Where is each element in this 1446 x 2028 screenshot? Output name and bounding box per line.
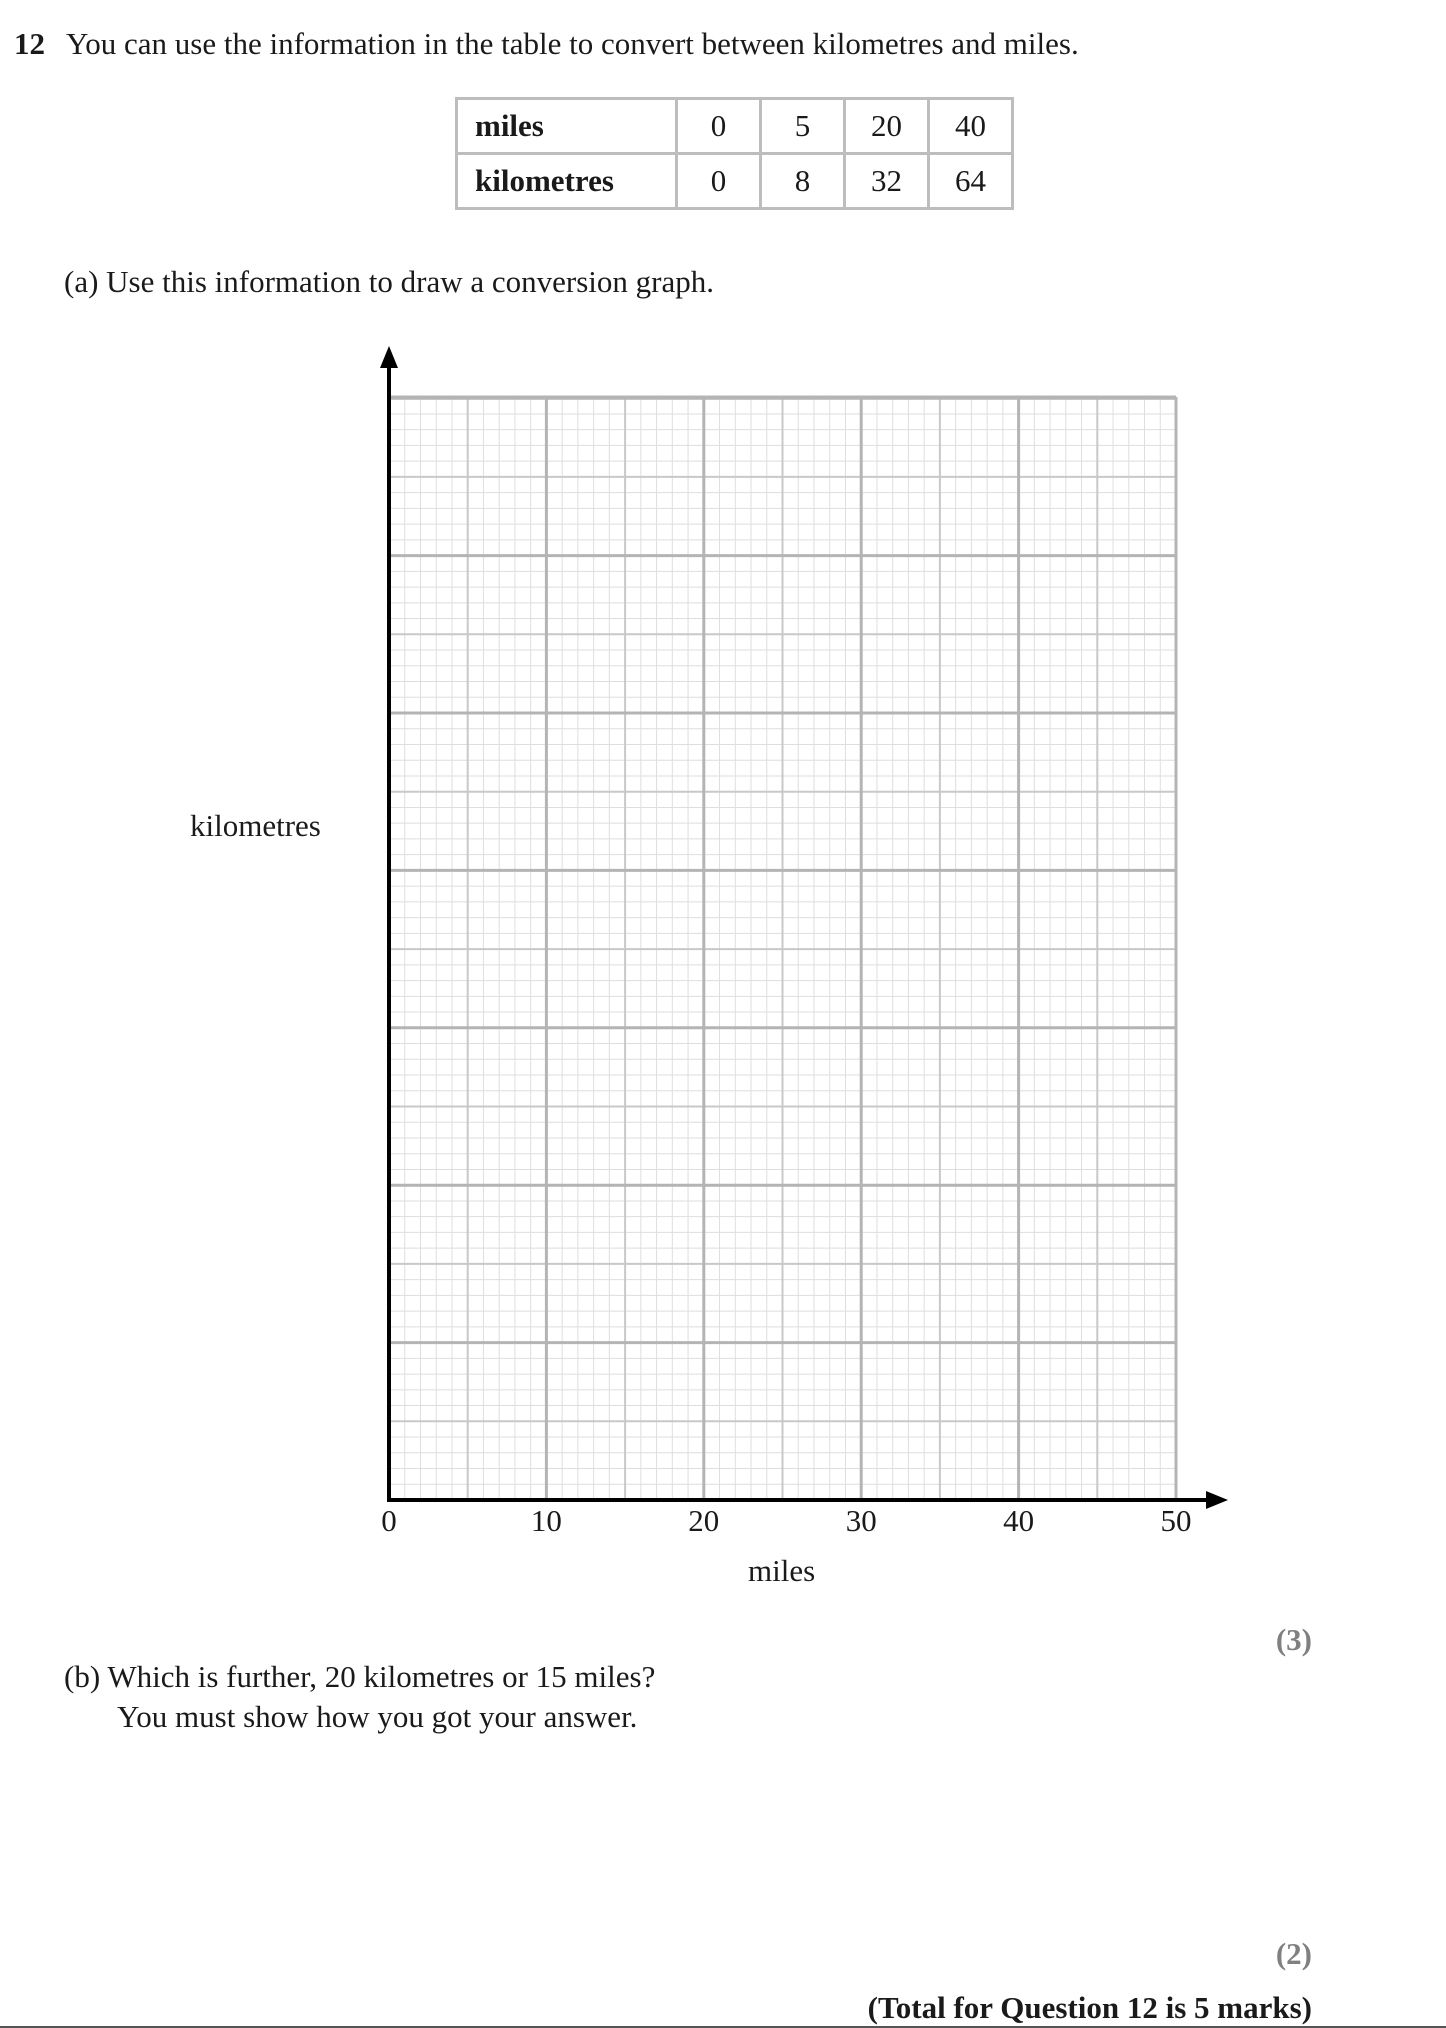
table-cell: 64	[927, 152, 1014, 210]
part-a-marks: (3)	[1275, 1622, 1312, 1657]
table-cell: 0	[675, 97, 762, 155]
table-cell: 32	[843, 152, 930, 210]
table-row-header: kilometres	[455, 152, 678, 210]
conversion-table: miles 0 5 20 40 kilometres 0 8 32 64	[455, 97, 1014, 210]
bottom-rule	[0, 2026, 1446, 2028]
y-axis-label: kilometres	[190, 808, 321, 843]
grid-mid	[389, 397, 1176, 1500]
x-tick-label: 0	[381, 1503, 397, 1538]
table-row: kilometres 0 8 32 64	[455, 152, 1014, 210]
part-a-instruction: (a) Use this information to draw a conve…	[64, 264, 714, 299]
axes	[380, 346, 1228, 1509]
table-cell: 20	[843, 97, 930, 155]
table-cell: 0	[675, 152, 762, 210]
x-tick-label: 50	[1160, 1503, 1192, 1538]
y-axis-arrow-icon	[380, 346, 398, 368]
part-b-marks: (2)	[1275, 1936, 1312, 1971]
x-axis-arrow-icon	[1206, 1491, 1228, 1509]
table-cell: 5	[759, 97, 846, 155]
table-cell: 8	[759, 152, 846, 210]
table-row: miles 0 5 20 40	[455, 97, 1014, 155]
part-b-instruction: You must show how you got your answer.	[117, 1699, 638, 1734]
part-b-question: (b) Which is further, 20 kilometres or 1…	[64, 1659, 656, 1694]
x-tick-label: 20	[688, 1503, 720, 1538]
x-tick-label: 40	[1003, 1503, 1035, 1538]
x-tick-label: 30	[845, 1503, 877, 1538]
conversion-graph[interactable]	[0, 0, 1446, 1600]
x-axis-label: miles	[748, 1553, 816, 1588]
x-tick-label: 10	[530, 1503, 562, 1538]
table-row-header: miles	[455, 97, 678, 155]
question-number: 12	[14, 26, 45, 61]
question-total: (Total for Question 12 is 5 marks)	[867, 1990, 1312, 2025]
table-cell: 40	[927, 97, 1014, 155]
question-text: You can use the information in the table…	[66, 26, 1079, 61]
